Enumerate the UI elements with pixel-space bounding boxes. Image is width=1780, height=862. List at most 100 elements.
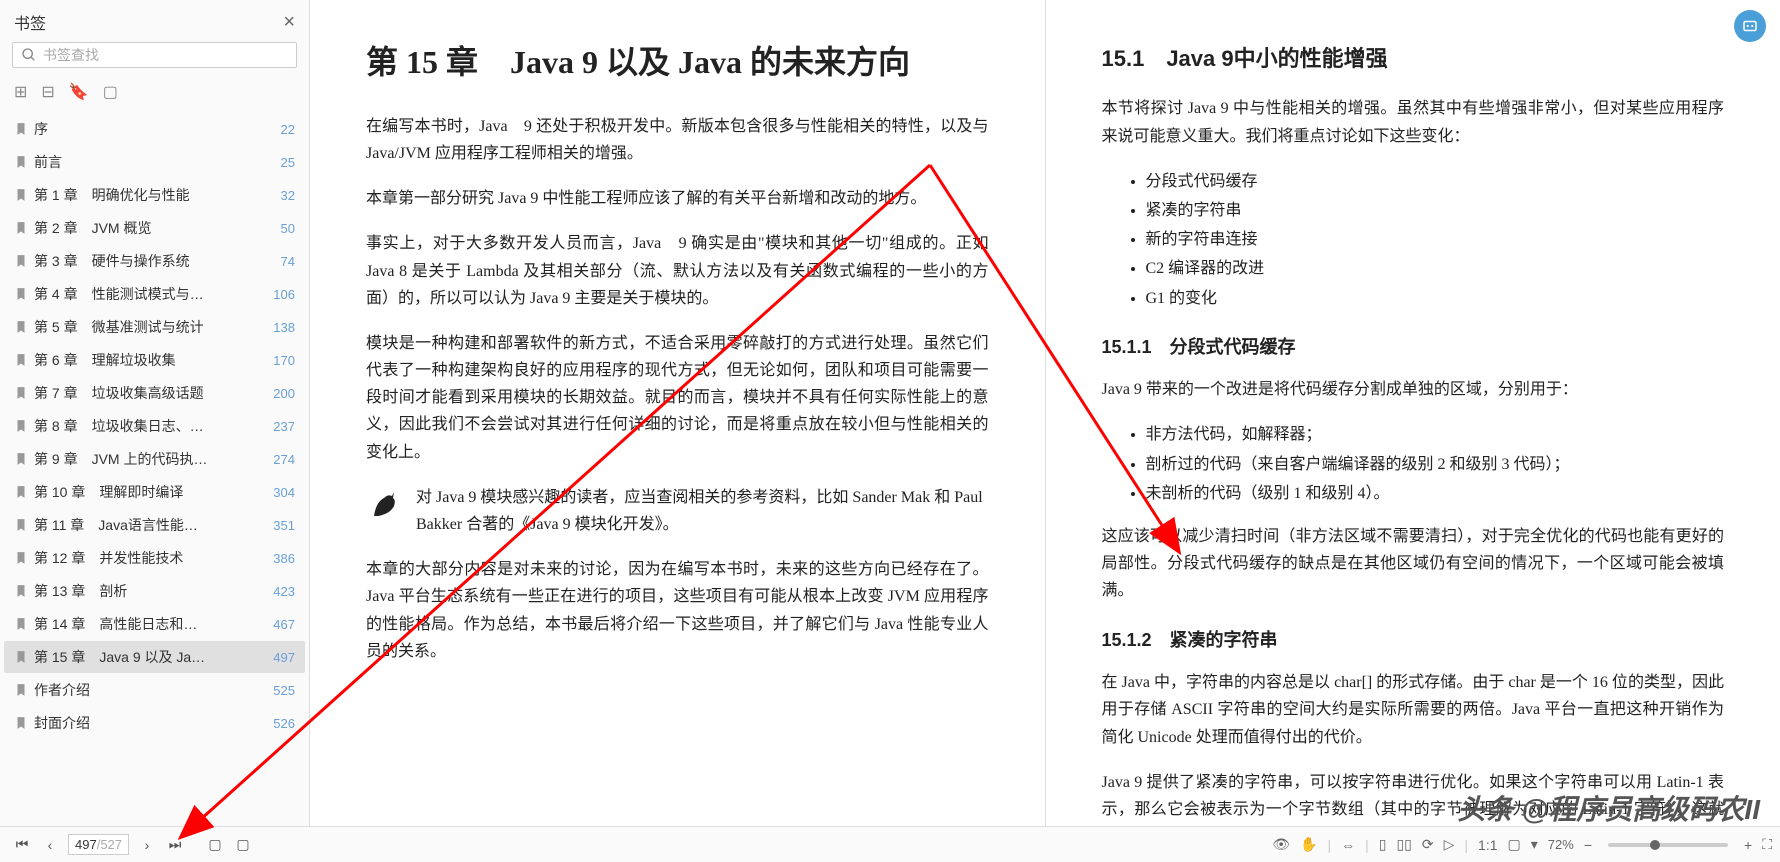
bookmark-page: 274 [273,452,295,467]
bookmark-item[interactable]: 第 1 章 明确优化与性能 32 [4,179,305,211]
paragraph: 在编写本书时，Java 9 还处于积极开发中。新版本包含很多与性能相关的特性，以… [366,113,989,167]
assistant-badge-icon[interactable] [1734,10,1766,42]
bookmark-item[interactable]: 第 6 章 理解垃圾收集170 [4,344,305,376]
zoom-slider[interactable] [1608,843,1728,847]
bookmark-item[interactable]: 第 13 章 剖析423 [4,575,305,607]
bookmark-label: 第 5 章 微基准测试与统计 [34,317,204,337]
bookmark-icon[interactable]: 🔖 [69,82,89,102]
bookmark-page: 304 [273,485,295,500]
zoom-out-icon[interactable]: − [1584,837,1592,853]
bookmark-item[interactable]: 第 10 章 理解即时编译304 [4,476,305,508]
bookmark-label: 第 12 章 并发性能技术 [34,548,183,568]
hand-icon[interactable]: ✋ [1300,836,1317,853]
bookmark-icon [14,716,28,730]
last-page-icon[interactable]: ⏭ [163,833,187,857]
close-icon[interactable]: × [283,11,295,34]
bookmark-item[interactable]: 第 9 章 JVM 上的代码执… 274 [4,443,305,475]
bookmark-nav-alt-icon[interactable]: ▢ [231,833,255,857]
bookmark-label: 封面介绍 [34,713,90,733]
subsection-title: 15.1.2 紧凑的字符串 [1102,625,1725,656]
bookmark-alt-icon[interactable]: ▢ [103,82,118,102]
zoom-in-icon[interactable]: + [1744,837,1752,853]
right-page: 15.1 Java 9中小的性能增强 本节将探讨 Java 9 中与性能相关的增… [1046,0,1780,826]
bird-icon [366,484,406,524]
next-page-icon[interactable]: › [135,833,159,857]
bookmark-item[interactable]: 前言25 [4,146,305,178]
bookmark-page: 32 [281,188,295,203]
bookmark-page: 200 [273,386,295,401]
bookmark-label: 第 9 章 JVM 上的代码执… [34,449,207,469]
bookmark-page: 525 [273,683,295,698]
search-input[interactable] [43,47,288,63]
chapter-title: 第 15 章 Java 9 以及 Java 的未来方向 [366,40,989,85]
bookmark-label: 序 [34,119,48,139]
collapse-icon[interactable]: ⊟ [41,82,54,102]
bookmark-icon [14,122,28,136]
actual-size-icon[interactable]: 1:1 [1478,837,1497,853]
paragraph: 本章的大部分内容是对未来的讨论，因为在编写本书时，未来的这些方向已经存在了。Ja… [366,556,989,665]
bookmark-page: 25 [281,155,295,170]
bookmark-page: 351 [273,518,295,533]
expand-icon[interactable]: ⊞ [14,82,27,102]
list-item: G1 的变化 [1146,285,1725,312]
bookmark-page: 526 [273,716,295,731]
bookmark-icon [14,155,28,169]
list-item: 紧凑的字符串 [1146,197,1725,224]
paragraph: 模块是一种构建和部署软件的新方式，不适合采用零碎敲打的方式进行处理。虽然它们代表… [366,330,989,466]
note-text: 对 Java 9 模块感兴趣的读者，应当查阅相关的参考资料，比如 Sander … [416,484,989,538]
bullet-list: 分段式代码缓存紧凑的字符串新的字符串连接C2 编译器的改进G1 的变化 [1102,168,1725,312]
bookmark-label: 第 13 章 剖析 [34,581,127,601]
bookmark-item[interactable]: 第 15 章 Java 9 以及 Ja…497 [4,641,305,673]
bookmark-item[interactable]: 第 14 章 高性能日志和…467 [4,608,305,640]
subsection-title: 15.1.1 分段式代码缓存 [1102,332,1725,363]
zoom-dropdown-icon[interactable]: ▾ [1531,836,1538,853]
bookmark-item[interactable]: 第 5 章 微基准测试与统计 138 [4,311,305,343]
rotate-icon[interactable]: ⟳ [1422,836,1434,853]
list-item: 剖析过的代码（来自客户端编译器的级别 2 和级别 3 代码）； [1146,451,1725,478]
search-box[interactable] [12,42,297,68]
list-item: 新的字符串连接 [1146,226,1725,253]
bookmark-label: 第 1 章 明确优化与性能 [34,185,190,205]
first-page-icon[interactable]: ⏮ [10,833,34,857]
list-item: 未剖析的代码（级别 1 和级别 4）。 [1146,480,1725,507]
bookmark-icon [14,518,28,532]
bookmark-nav-icon[interactable]: ▢ [203,833,227,857]
bookmark-icon [14,353,28,367]
bookmark-item[interactable]: 第 8 章 垃圾收集日志、…237 [4,410,305,442]
bookmark-label: 作者介绍 [34,680,90,700]
bookmark-item[interactable]: 第 7 章 垃圾收集高级话题200 [4,377,305,409]
list-item: 分段式代码缓存 [1146,168,1725,195]
bookmark-label: 第 6 章 理解垃圾收集 [34,350,176,370]
bookmark-item[interactable]: 第 2 章 JVM 概览50 [4,212,305,244]
single-page-icon[interactable]: ▯ [1379,836,1387,853]
paragraph: Java 9 提供了紧凑的字符串，可以按字符串进行优化。如果这个字符串可以用 L… [1102,769,1725,826]
bookmark-item[interactable]: 序22 [4,113,305,145]
bookmark-label: 第 14 章 高性能日志和… [34,614,197,634]
page-indicator[interactable]: 497 /527 [68,834,129,855]
bookmark-icon [14,584,28,598]
bookmark-page: 497 [273,650,295,665]
bookmark-item[interactable]: 作者介绍 525 [4,674,305,706]
bookmark-item[interactable]: 封面介绍 526 [4,707,305,739]
bookmark-page: 106 [273,287,295,302]
fit-width-icon[interactable]: ⇔ [1341,837,1355,853]
bookmark-item[interactable]: 第 12 章 并发性能技术386 [4,542,305,574]
fit-page-icon[interactable]: ▢ [1508,836,1521,853]
prev-page-icon[interactable]: ‹ [38,833,62,857]
two-page-icon[interactable]: ▯▯ [1396,836,1411,853]
bookmark-item[interactable]: 第 11 章 Java语言性能…351 [4,509,305,541]
paragraph: Java 9 带来的一个改进是将代码缓存分割成单独的区域，分别用于： [1102,376,1725,403]
bookmark-icon [14,221,28,235]
eye-icon[interactable]: 👁 [1272,836,1290,853]
play-icon[interactable]: ▷ [1444,836,1455,853]
bookmark-icon [14,419,28,433]
bookmark-item[interactable]: 第 3 章 硬件与操作系统74 [4,245,305,277]
bookmarks-sidebar: 书签 × ⊞ ⊟ 🔖 ▢ 序22前言25第 1 章 明确优化与性能32第 2 章… [0,0,310,826]
current-page: 497 [75,837,97,852]
bookmark-page: 138 [273,320,295,335]
bookmark-icon [14,188,28,202]
bookmark-icon [14,617,28,631]
bookmark-page: 237 [273,419,295,434]
bookmark-item[interactable]: 第 4 章 性能测试模式与…106 [4,278,305,310]
fullscreen-icon[interactable]: ⛶ [1762,836,1772,853]
